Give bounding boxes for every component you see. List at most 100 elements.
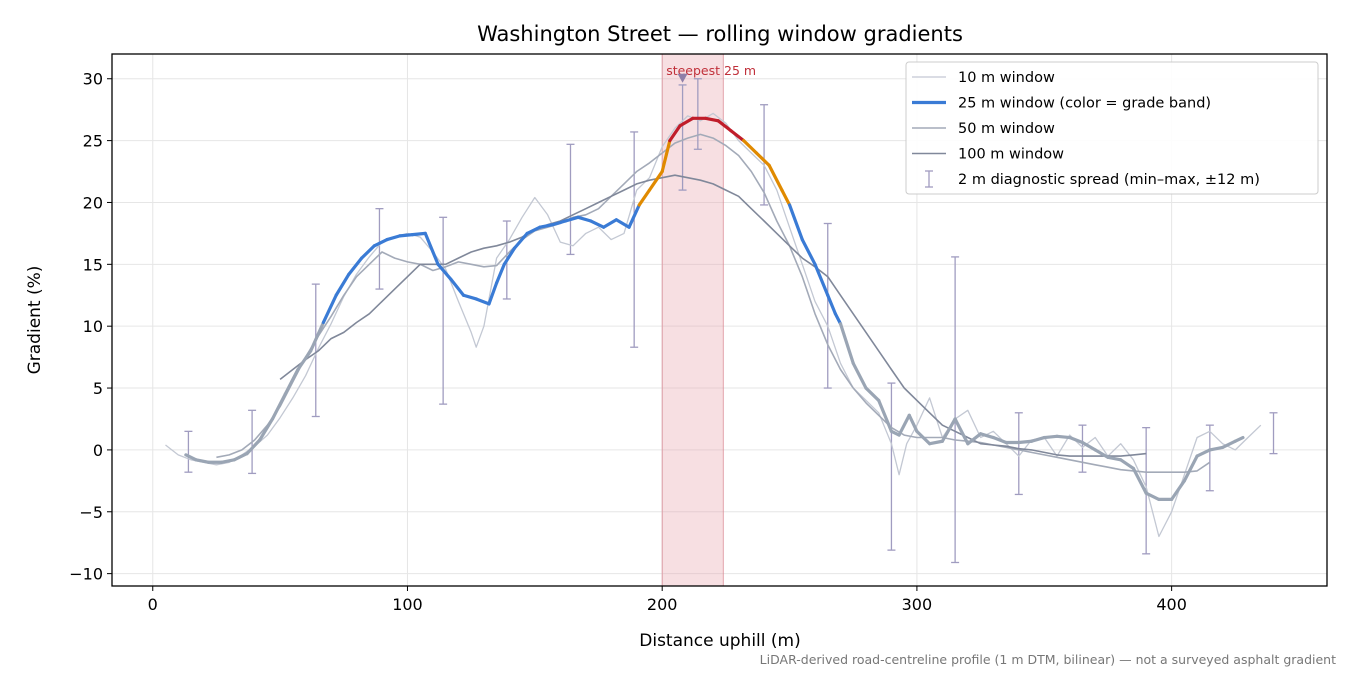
legend: 10 m window 25 m window (color = grade ba…: [905, 61, 1319, 195]
y-tick-label: 10: [83, 317, 103, 336]
steepest-band: [661, 53, 724, 587]
series-segment-25m: [907, 413, 919, 433]
y-tick-label: 30: [83, 70, 103, 89]
series-segment-25m: [372, 237, 389, 248]
series-segment-25m: [461, 293, 478, 301]
series-segment-25m: [502, 246, 517, 266]
series-segment-25m: [1195, 448, 1212, 458]
series-segment-25m: [838, 322, 855, 365]
steepest-label: steepest 25 m: [666, 63, 756, 78]
series-segment-25m: [495, 262, 506, 285]
series-segment-25m: [1068, 435, 1085, 445]
series-segment-25m: [525, 225, 542, 235]
series-segment-25m: [194, 458, 211, 464]
series-segment-25m: [1233, 435, 1245, 443]
series-segment-25m: [474, 297, 491, 306]
series-segment-25m: [678, 116, 695, 128]
series-segment-25m: [487, 281, 499, 306]
y-tick-label: 20: [83, 193, 103, 212]
series-segment-25m: [1080, 440, 1097, 452]
legend-label: 100 m window: [958, 147, 1064, 163]
y-tick-label: 0: [93, 441, 103, 460]
series-segment-25m: [1029, 435, 1046, 443]
series-segment-25m: [1106, 455, 1123, 462]
y-tick-label: 25: [83, 132, 103, 151]
series-segment-25m: [1220, 439, 1237, 450]
series-segment-25m: [647, 169, 664, 192]
series-segment-25m: [637, 188, 652, 207]
legend-label: 25 m window (color = grade band): [958, 96, 1211, 112]
series-segment-25m: [1170, 479, 1186, 501]
y-axis-label: Gradient (%): [25, 266, 45, 375]
series-segment-25m: [449, 277, 466, 297]
series-segment-25m: [787, 203, 804, 242]
series-segment-25m: [833, 312, 843, 326]
series-segment-25m: [966, 432, 983, 446]
series-segment-25m: [296, 349, 313, 372]
series-segment-25m: [754, 151, 771, 167]
y-tick-label: 5: [93, 379, 103, 398]
series-segment-25m: [1017, 439, 1034, 445]
series-segment-25m: [1182, 454, 1199, 483]
series-line: [279, 174, 1147, 457]
series-segment-25m: [780, 188, 792, 207]
x-tick-label: 100: [392, 595, 423, 614]
x-axis-label: Distance uphill (m): [639, 631, 800, 651]
legend-label: 10 m window: [958, 70, 1055, 86]
series-segment-25m: [614, 218, 631, 229]
series-lines-layer: [165, 112, 1262, 538]
chart-title: Washington Street — rolling window gradi…: [477, 22, 963, 46]
series-segment-25m: [360, 244, 376, 260]
legend-label: 2 m diagnostic spread (min–max, ±12 m): [958, 172, 1260, 188]
series-segment-25m: [668, 124, 682, 143]
series-segment-25m: [1093, 448, 1110, 459]
series-segment-25m: [978, 432, 995, 440]
series-segment-25m: [991, 435, 1008, 445]
legend-box: [905, 61, 1319, 195]
series-segment-25m: [398, 233, 415, 238]
series-segment-25m: [385, 234, 402, 242]
series-segment-25m: [1042, 434, 1059, 440]
series-segment-25m: [742, 139, 759, 155]
y-tick-label: 15: [83, 255, 103, 274]
series-segment-25m: [813, 262, 830, 297]
series-segment-25m: [940, 417, 957, 443]
series-segment-25m: [232, 452, 249, 462]
series-segment-25m: [915, 429, 932, 446]
y-axis-ticks: −10 −5 0 5 10 15 20 25 30: [69, 70, 112, 584]
series-segment-25m: [897, 413, 911, 437]
series-segment-25m: [270, 392, 287, 421]
series-segment-25m: [877, 398, 894, 433]
series-segment-25m: [703, 116, 720, 123]
series-segment-25m: [245, 438, 262, 456]
series-segment-25m: [512, 231, 529, 250]
series-segment-25m: [800, 237, 817, 266]
y-tick-label: −5: [79, 503, 103, 522]
series-segment-25m: [321, 293, 338, 325]
series-segment-25m: [309, 320, 326, 353]
series-segment-25m: [410, 231, 427, 237]
series-segment-25m: [423, 231, 440, 266]
series-segment-25m: [602, 218, 618, 229]
series-segment-25m: [551, 219, 567, 227]
series-segment-25m: [851, 361, 868, 390]
series-segment-25m: [436, 262, 453, 281]
series-segment-25m: [660, 139, 672, 174]
series-segment-25m: [258, 417, 275, 442]
series-segment-25m: [347, 256, 364, 276]
series-segment-25m: [928, 439, 944, 446]
steepest-band-layer: [661, 53, 724, 587]
series-segment-25m: [1119, 458, 1136, 471]
series-segment-25m: [334, 272, 351, 297]
series-segment-25m: [729, 129, 746, 143]
series-segment-25m: [283, 367, 300, 396]
series-segment-25m: [1144, 491, 1161, 501]
series-segment-25m: [716, 119, 733, 133]
series-segment-25m: [767, 163, 784, 192]
series-segment-25m: [953, 417, 970, 446]
series-segment-25m: [219, 458, 236, 464]
x-axis-ticks: 0 100 200 300 400: [148, 586, 1187, 614]
steepest-marker: [677, 73, 688, 83]
x-tick-label: 300: [902, 595, 933, 614]
